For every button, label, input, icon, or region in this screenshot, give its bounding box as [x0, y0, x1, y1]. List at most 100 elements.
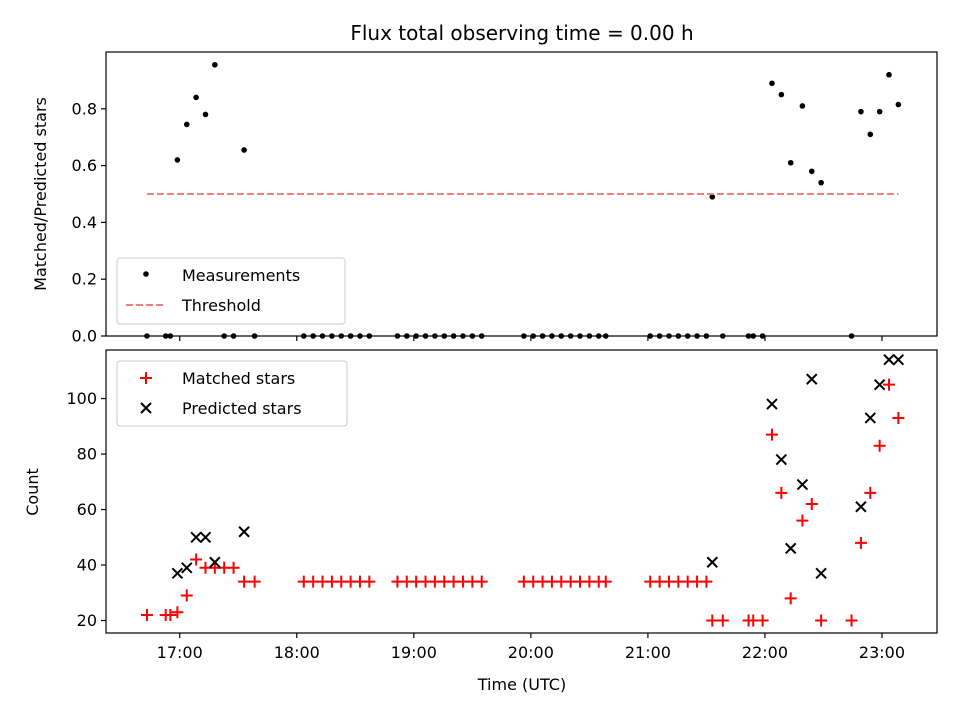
ratio-plot-frame	[105, 51, 938, 337]
ratio-y-tick-label: 0.6	[72, 156, 97, 175]
measurements-point	[886, 71, 892, 78]
measurements-point	[858, 108, 864, 115]
predicted-stars-point	[199, 531, 212, 543]
count-panel: 20 40 60 80 100 17:00 18:00 19:00 20:00 21:00 22:…	[23, 349, 938, 694]
count-y-axis-label: Count	[23, 468, 42, 516]
predicted-stars-point	[181, 562, 193, 574]
ratio-legend: Measurements Threshold	[116, 257, 346, 325]
matched-stars-point	[805, 497, 818, 510]
ratio-x-ticks	[179, 336, 883, 341]
matched-stars-point	[873, 439, 886, 452]
legend-measurements-label: Measurements	[182, 266, 300, 285]
matched-stars-point	[784, 592, 797, 605]
x-axis: 17:00 18:00 19:00 20:00 21:00 22:00 23:00	[157, 633, 905, 662]
measurements-point	[895, 101, 902, 108]
predicted-stars-point	[766, 398, 778, 410]
measurements-point	[867, 131, 874, 138]
count-plot-frame	[105, 349, 938, 634]
matched-stars-point	[716, 614, 729, 627]
chart-title: Flux total observing time = 0.00 h	[350, 21, 693, 45]
predicted-stars-point	[883, 354, 895, 366]
predicted-stars-point	[171, 567, 184, 580]
count-y-tick-label: 100	[66, 389, 97, 408]
matched-stars-point	[180, 589, 193, 602]
x-tick-label: 18:00	[274, 643, 320, 662]
matched-stars-point	[227, 561, 240, 574]
measurements-point	[212, 61, 218, 68]
x-tick-label: 21:00	[625, 643, 671, 662]
predicted-stars-point	[190, 531, 202, 543]
x-tick-label: 23:00	[859, 643, 905, 662]
predicted-stars-point	[784, 542, 797, 555]
matched-stars-point	[756, 614, 769, 627]
matched-stars-point	[892, 411, 905, 424]
measurements-point	[202, 111, 209, 118]
measurements-point	[193, 94, 199, 101]
matched-stars-point	[164, 608, 177, 621]
measurements-point	[818, 179, 824, 186]
measurements-point	[709, 194, 716, 200]
matched-stars-point	[775, 486, 788, 499]
x-tick-label: 17:00	[157, 643, 203, 662]
matched-stars-point	[238, 575, 251, 588]
x-tick-label: 20:00	[508, 643, 554, 662]
matched-stars-point	[883, 378, 896, 391]
predicted-stars-point	[238, 526, 250, 538]
count-legend: Matched stars Predicted stars	[116, 360, 348, 427]
ratio-y-tick-label: 0.2	[72, 270, 97, 289]
count-y-tick-label: 40	[77, 556, 97, 575]
matched-stars-point	[796, 514, 809, 527]
matched-stars-point	[815, 614, 828, 627]
count-plot-marks	[140, 354, 905, 627]
ratio-y-axis: 0.0 0.2 0.4 0.6 0.8	[72, 99, 106, 346]
ratio-panel: 0.00.20.40.60.8 Matched/Predicted stars …	[31, 51, 938, 346]
measurements-point	[778, 91, 785, 98]
measurements-point	[174, 157, 181, 163]
matched-stars-point	[140, 608, 153, 621]
measurements-point	[787, 159, 794, 166]
predicted-stars-point	[775, 453, 788, 466]
x-tick-label: 19:00	[391, 643, 437, 662]
predicted-stars-point	[209, 556, 221, 568]
matched-stars-point	[706, 614, 719, 627]
measurements-point	[769, 80, 775, 87]
measurements-point	[876, 108, 883, 115]
count-y-tick-label: 80	[77, 445, 97, 464]
count-y-axis: 20 40 60 80 100	[66, 389, 106, 630]
matched-stars-point	[854, 536, 867, 549]
ratio-y-tick-label: 0.4	[72, 213, 97, 232]
predicted-stars-point	[855, 501, 867, 513]
matched-stars-point	[248, 575, 261, 588]
matched-stars-point	[864, 486, 877, 499]
count-legend-box	[116, 360, 348, 427]
legend-predicted-label: Predicted stars	[182, 399, 302, 418]
matched-stars-point	[845, 614, 858, 627]
matched-stars-point	[171, 606, 184, 619]
ratio-y-tick-label: 0.8	[72, 99, 97, 118]
matched-stars-point	[700, 575, 713, 588]
predicted-stars-point	[873, 378, 886, 391]
legend-matched-marker	[140, 372, 152, 384]
matched-stars-point	[765, 428, 778, 441]
ratio-y-tick-label: 0.0	[72, 327, 97, 346]
measurements-point	[241, 147, 247, 153]
ratio-legend-box	[116, 257, 346, 325]
legend-predicted-marker	[140, 402, 152, 414]
measurements-point	[799, 103, 806, 109]
predicted-stars-point	[796, 478, 809, 491]
legend-threshold-label: Threshold	[181, 296, 261, 315]
count-y-tick-label: 60	[77, 500, 97, 519]
x-axis-label: Time (UTC)	[477, 675, 566, 694]
predicted-stars-point	[815, 567, 827, 580]
measurements-point	[183, 121, 190, 128]
legend-measurements-marker	[143, 271, 149, 277]
predicted-stars-point	[706, 556, 718, 568]
legend-matched-label: Matched stars	[182, 369, 295, 388]
predicted-stars-point	[892, 354, 905, 366]
matched-stars-point	[190, 553, 203, 566]
x-tick-label: 22:00	[742, 643, 788, 662]
measurements-point	[808, 168, 815, 175]
predicted-stars-point	[864, 412, 876, 424]
